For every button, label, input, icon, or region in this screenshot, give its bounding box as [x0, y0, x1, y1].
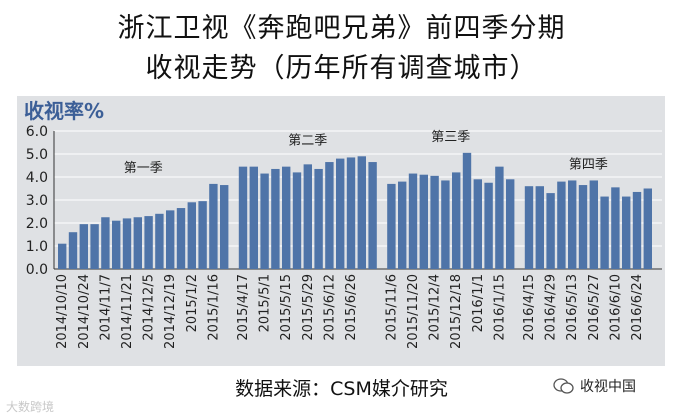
bar [112, 220, 121, 269]
bar [484, 182, 493, 269]
bar [600, 196, 609, 269]
bar [419, 174, 428, 269]
x-tick-label: 2014/10/24 [77, 274, 92, 349]
bar [535, 186, 544, 269]
bar [198, 201, 207, 269]
x-tick-label: 2016/1/1 [471, 274, 486, 332]
bar [568, 180, 577, 269]
bar [68, 232, 78, 269]
bar [58, 243, 67, 269]
bar [282, 166, 291, 269]
y-tick-label: 3.0 [26, 193, 48, 209]
x-tick-label: 2015/11/20 [406, 274, 421, 349]
x-tick-label: 2015/12/18 [449, 274, 464, 349]
bar [271, 168, 280, 269]
x-tick-label: 2014/10/10 [55, 274, 70, 349]
bar [346, 157, 356, 269]
bar [622, 196, 631, 269]
bar [101, 217, 110, 269]
x-tick-label: 2015/1/2 [185, 274, 200, 332]
bar [325, 162, 334, 269]
bar [79, 224, 88, 269]
bar [643, 188, 652, 269]
bar [336, 158, 345, 269]
x-tick-label: 2015/6/26 [344, 274, 359, 341]
bar [209, 183, 218, 269]
bar [166, 210, 175, 269]
chart-title-line-2: 收视走势（历年所有调查城市） [145, 53, 538, 84]
y-tick-label: 4.0 [26, 170, 48, 186]
bar [387, 183, 396, 269]
x-tick-label: 2015/5/29 [301, 274, 316, 341]
bar [632, 191, 642, 269]
chart-title-line-1: 浙江卫视《奔跑吧兄弟》前四季分期 [117, 13, 566, 44]
x-tick-label: 2016/1/15 [492, 274, 507, 341]
x-tick-label: 2016/6/24 [630, 274, 645, 341]
x-tick-label: 2015/4/17 [236, 274, 251, 341]
bar [90, 224, 99, 269]
y-tick-label: 0.0 [26, 262, 48, 278]
wechat-icon [553, 378, 574, 394]
y-tick-label: 2.0 [26, 216, 48, 232]
y-tick-label: 1.0 [26, 239, 48, 255]
bar [314, 168, 323, 269]
x-tick-label: 2016/4/15 [522, 274, 537, 341]
bar [144, 216, 153, 269]
x-tick-label: 2015/1/16 [206, 274, 221, 341]
bar [524, 186, 534, 269]
bar [589, 180, 598, 269]
bar [408, 173, 418, 269]
season-label: 第四季 [569, 157, 608, 172]
bar [578, 185, 588, 269]
bar [357, 156, 366, 269]
bar [292, 172, 302, 269]
x-tick-label: 2014/12/5 [142, 274, 157, 341]
bar [238, 166, 248, 269]
x-tick-label: 2016/6/10 [608, 274, 623, 341]
x-tick-label: 2014/11/7 [98, 274, 113, 341]
x-tick-label: 2015/5/15 [279, 274, 294, 341]
y-tick-label: 5.0 [26, 147, 48, 163]
bar [133, 217, 142, 269]
season-label: 第二季 [288, 133, 327, 148]
watermark-right: 收视中国 [580, 379, 636, 395]
watermark-left: 大数跨境 [6, 400, 55, 414]
y-axis-label: 收视率% [24, 99, 104, 123]
y-tick-label: 6.0 [26, 124, 48, 140]
bar [155, 213, 164, 269]
bar [557, 181, 566, 269]
bar [452, 172, 461, 269]
x-tick-label: 2015/12/4 [428, 274, 443, 341]
bar [441, 180, 450, 269]
x-tick-label: 2016/5/13 [565, 274, 580, 341]
x-tick-label: 2015/11/6 [384, 274, 399, 341]
bar [462, 152, 472, 269]
bar-chart: 收视率% 0.0 1.0 2.0 3.0 4.0 5.0 6.0 2014/10/10 2014/… [17, 96, 665, 366]
season-label: 第三季 [431, 130, 470, 145]
x-tick-label: 2014/12/19 [163, 274, 178, 349]
bar [220, 185, 229, 269]
x-tick-label: 2015/5/1 [258, 274, 273, 332]
bar [430, 175, 439, 269]
x-tick-label: 2015/6/12 [322, 274, 337, 341]
bar [260, 173, 269, 269]
season-label: 第一季 [124, 161, 163, 176]
bar [398, 181, 407, 269]
bar [473, 179, 482, 269]
x-tick-label: 2014/11/21 [120, 274, 135, 349]
x-tick-label: 2016/4/29 [544, 274, 559, 341]
bar [546, 193, 555, 269]
bar [506, 179, 515, 269]
x-tick-label: 2016/5/27 [587, 274, 602, 341]
bar [187, 202, 196, 269]
bar [122, 218, 132, 269]
source-note: 数据来源：CSM媒介研究 [235, 378, 448, 400]
bar [368, 162, 377, 269]
bar [176, 208, 186, 269]
bar [303, 164, 312, 269]
bar [611, 187, 620, 269]
bar [495, 166, 504, 269]
bar [249, 166, 258, 269]
